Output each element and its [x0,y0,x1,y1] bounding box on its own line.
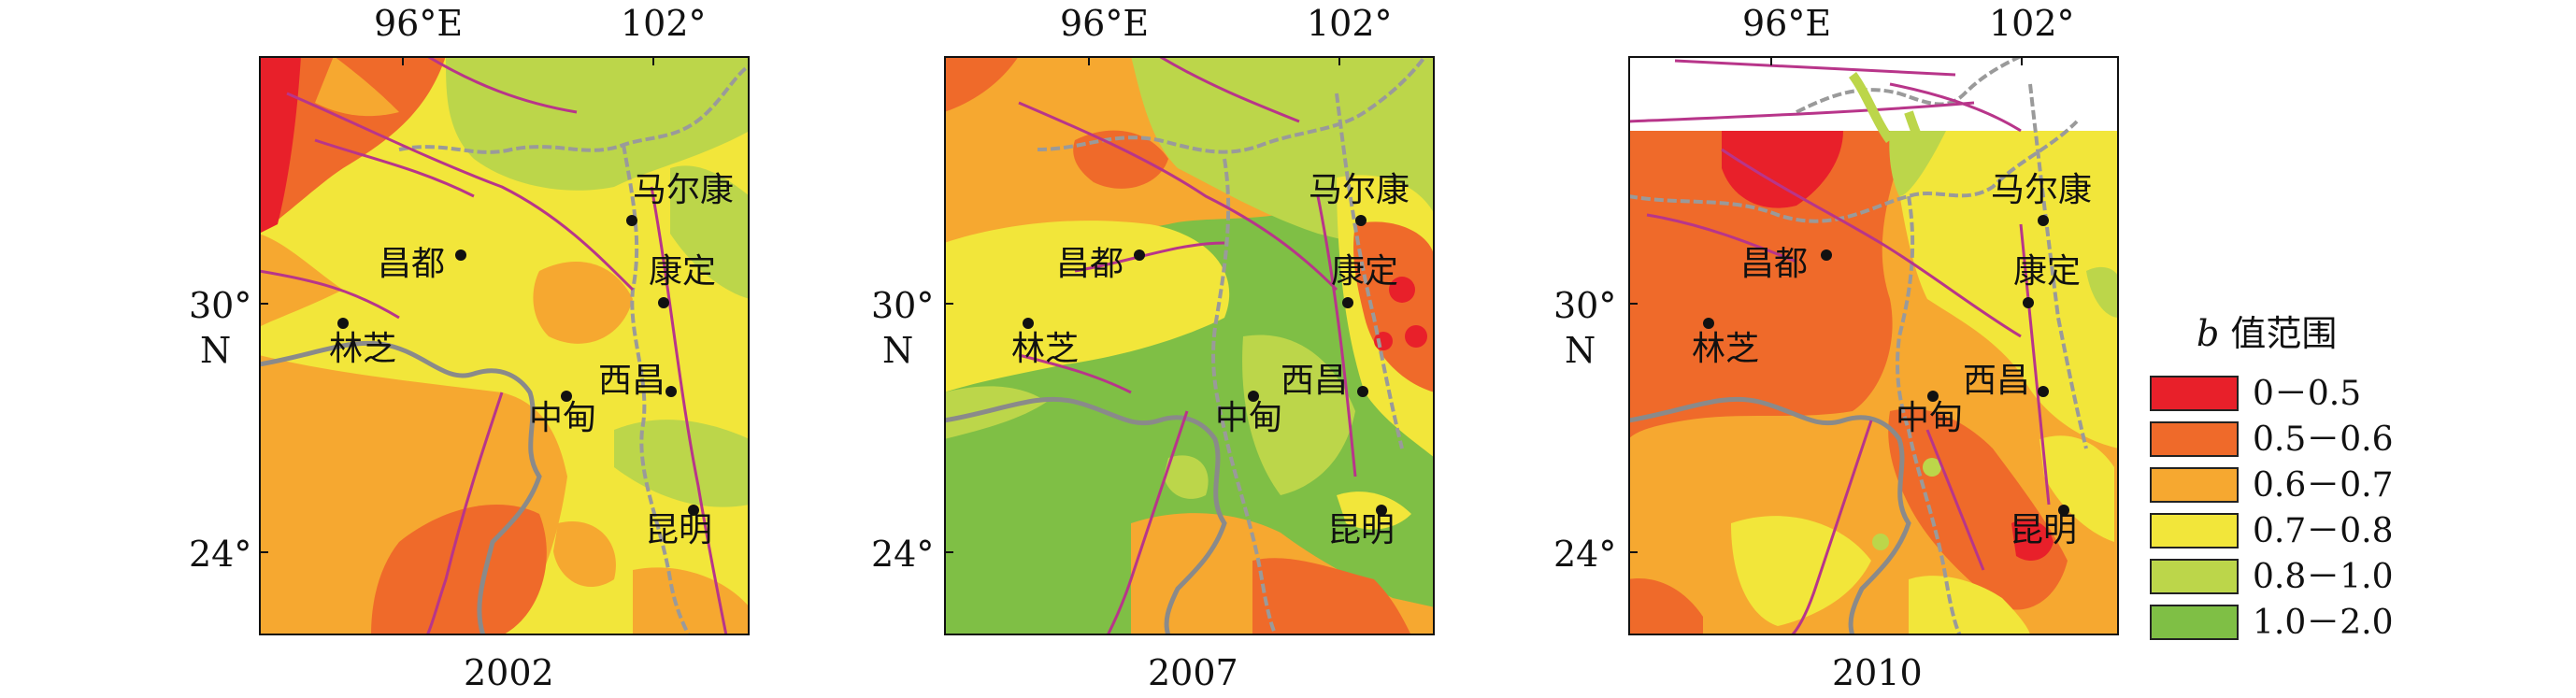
panel-year-2010: 2010 [1832,652,1923,693]
lon-label-102: 102° [621,3,707,44]
city-marker [2038,215,2049,226]
legend-title-var: b [2197,313,2220,354]
legend-swatch [2150,467,2239,503]
lat-label-24: 24° [871,534,935,575]
city-marker [1927,391,1939,402]
city-xichang: 西昌 [598,362,666,400]
lon-label-96: 96°E [1742,3,1832,44]
legend-label: 0.6－0.7 [2253,466,2394,505]
city-xichang: 西昌 [1963,362,2031,400]
city-linzhi: 林芝 [1692,330,1760,368]
city-changdu: 昌都 [1740,245,1809,283]
city-changdu: 昌都 [378,245,446,283]
lat-label-n: N [200,330,232,371]
tick [1088,56,1090,65]
b-value-map-2010 [1628,56,2119,635]
city-marker [1703,318,1714,329]
lon-label-102: 102° [1989,3,2075,44]
city-marker [2038,386,2049,397]
city-kunming: 昆明 [1327,511,1395,549]
panel-year-2007: 2007 [1148,652,1238,693]
legend-swatch [2150,421,2239,457]
city-marker [1355,215,1367,226]
city-marker [1821,249,1832,261]
city-marker [1342,297,1353,308]
lat-label-30: 30° [871,285,935,326]
tick [944,551,953,553]
city-kunming: 昆明 [645,511,713,549]
lat-label-n: N [882,330,914,371]
city-marker [688,505,699,516]
city-maerkang: 马尔康 [1309,171,1410,209]
city-xichang: 西昌 [1281,362,1349,400]
city-changdu: 昌都 [1056,245,1124,283]
city-marker [455,249,466,261]
city-marker [1357,386,1368,397]
city-linzhi: 林芝 [1011,330,1080,368]
b-value-map-2007 [944,56,1435,635]
city-kangding: 康定 [2013,252,2082,291]
legend-label: 0.8－1.0 [2253,558,2394,596]
city-marker [1376,505,1387,516]
b-value-map-2002 [259,56,750,635]
legend-swatch [2150,376,2239,411]
tick [1628,551,1638,553]
legend-title: b 值范围 [2197,316,2337,351]
city-marker [1134,249,1145,261]
tick [2021,56,2023,65]
tick [1628,303,1638,305]
lat-label-n: N [1565,330,1596,371]
lon-label-96: 96°E [374,3,464,44]
panel-year-2002: 2002 [464,652,554,693]
city-zhongdian: 中甸 [1896,399,1964,437]
city-marker [561,391,572,402]
city-marker [626,215,637,226]
city-linzhi: 林芝 [329,330,397,368]
lon-label-102: 102° [1307,3,1393,44]
tick [259,303,268,305]
legend-label: 0.5－0.6 [2253,420,2394,459]
tick [1770,56,1772,65]
city-zhongdian: 中甸 [1215,399,1283,437]
city-marker [665,386,677,397]
lon-label-96: 96°E [1060,3,1150,44]
legend-label: 0.7－0.8 [2253,512,2394,550]
tick [944,303,953,305]
city-marker [337,318,349,329]
city-kangding: 康定 [1331,252,1399,291]
city-kangding: 康定 [649,252,717,291]
city-marker [2058,505,2069,516]
city-maerkang: 马尔康 [1991,171,2093,209]
city-zhongdian: 中甸 [529,399,597,437]
city-marker [2023,297,2034,308]
lat-label-24: 24° [1553,534,1617,575]
legend-swatch [2150,559,2239,594]
lat-label-24: 24° [189,534,252,575]
tick [402,56,404,65]
tick [259,551,268,553]
lat-label-30: 30° [1553,285,1617,326]
city-maerkang: 马尔康 [633,171,735,209]
legend-swatch [2150,513,2239,548]
legend-swatch [2150,605,2239,640]
city-marker [1248,391,1259,402]
legend-label: 1.0－2.0 [2253,604,2394,642]
tick [652,56,654,65]
legend-label: 0－0.5 [2253,375,2362,413]
legend-title-text: 值范围 [2219,313,2338,354]
lat-label-30: 30° [189,285,252,326]
city-marker [1023,318,1034,329]
city-marker [658,297,669,308]
tick [1338,56,1340,65]
city-kunming: 昆明 [2010,511,2078,549]
